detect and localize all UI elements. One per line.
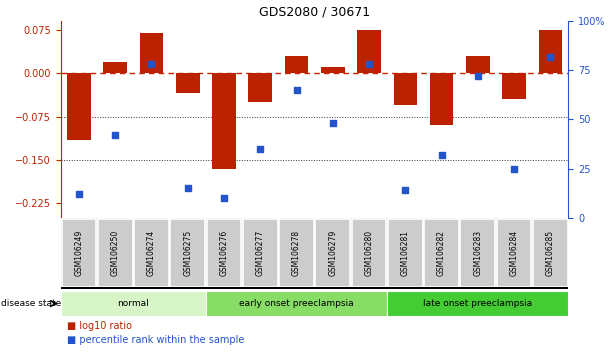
Point [545, 54, 555, 59]
FancyBboxPatch shape [460, 219, 496, 287]
Point [292, 87, 302, 93]
Bar [466, 56, 489, 73]
Bar [358, 30, 381, 73]
Bar [321, 68, 345, 73]
Bar [103, 62, 127, 73]
Text: ■ percentile rank within the sample: ■ percentile rank within the sample [67, 335, 244, 345]
Text: GSM106279: GSM106279 [328, 230, 337, 276]
Text: GSM106249: GSM106249 [74, 230, 83, 276]
FancyBboxPatch shape [243, 219, 278, 287]
Point [183, 185, 193, 191]
FancyBboxPatch shape [387, 291, 568, 316]
Bar [212, 73, 236, 169]
Point [510, 166, 519, 171]
Bar [176, 73, 199, 93]
Point [147, 62, 156, 67]
Text: late onset preeclampsia: late onset preeclampsia [423, 299, 533, 308]
Text: GSM106277: GSM106277 [256, 230, 264, 276]
FancyBboxPatch shape [134, 219, 169, 287]
Text: GSM106274: GSM106274 [147, 230, 156, 276]
Text: GSM106250: GSM106250 [111, 230, 120, 276]
Text: ■ log10 ratio: ■ log10 ratio [67, 321, 132, 331]
FancyBboxPatch shape [388, 219, 423, 287]
Text: GSM106285: GSM106285 [546, 230, 555, 276]
FancyBboxPatch shape [61, 219, 96, 287]
Bar [140, 33, 163, 73]
FancyBboxPatch shape [170, 219, 205, 287]
Text: GSM106278: GSM106278 [292, 230, 301, 276]
Text: GSM106281: GSM106281 [401, 230, 410, 276]
Point [473, 73, 483, 79]
Bar [430, 73, 454, 125]
Text: GSM106282: GSM106282 [437, 230, 446, 276]
Text: normal: normal [117, 299, 149, 308]
Bar [285, 56, 308, 73]
Text: GSM106276: GSM106276 [219, 230, 229, 276]
Point [219, 195, 229, 201]
FancyBboxPatch shape [279, 219, 314, 287]
Text: GSM106284: GSM106284 [510, 230, 519, 276]
FancyBboxPatch shape [424, 219, 459, 287]
Bar [67, 73, 91, 140]
Point [401, 187, 410, 193]
Bar [502, 73, 526, 99]
Point [328, 121, 337, 126]
FancyBboxPatch shape [316, 219, 350, 287]
FancyBboxPatch shape [61, 291, 206, 316]
FancyBboxPatch shape [98, 219, 133, 287]
Text: GSM106280: GSM106280 [365, 230, 373, 276]
FancyBboxPatch shape [351, 219, 387, 287]
FancyBboxPatch shape [207, 219, 241, 287]
Text: GSM106275: GSM106275 [183, 230, 192, 276]
Bar [249, 73, 272, 102]
Text: GSM106283: GSM106283 [473, 230, 482, 276]
Title: GDS2080 / 30671: GDS2080 / 30671 [259, 6, 370, 19]
Text: early onset preeclampsia: early onset preeclampsia [239, 299, 354, 308]
FancyBboxPatch shape [533, 219, 568, 287]
Bar [393, 73, 417, 105]
Text: disease state: disease state [1, 299, 61, 308]
Point [364, 62, 374, 67]
Bar [539, 30, 562, 73]
FancyBboxPatch shape [497, 219, 531, 287]
Point [74, 191, 84, 197]
Point [437, 152, 446, 158]
Point [110, 132, 120, 138]
FancyBboxPatch shape [206, 291, 387, 316]
Point [255, 146, 265, 152]
